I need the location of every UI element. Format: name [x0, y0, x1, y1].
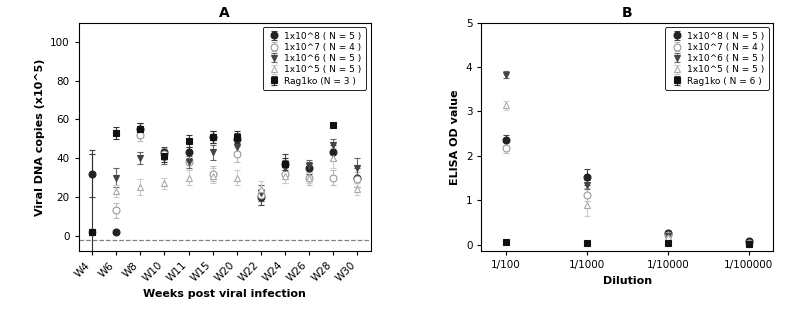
Y-axis label: ELISA OD value: ELISA OD value — [451, 89, 460, 185]
Title: B: B — [622, 6, 633, 20]
X-axis label: Weeks post viral infection: Weeks post viral infection — [144, 289, 306, 299]
Legend: 1x10^8 ( N = 5 ), 1x10^7 ( N = 4 ), 1x10^6 ( N = 5 ), 1x10^5 ( N = 5 ), Rag1ko (: 1x10^8 ( N = 5 ), 1x10^7 ( N = 4 ), 1x10… — [665, 27, 768, 90]
Title: A: A — [219, 6, 230, 20]
Legend: 1x10^8 ( N = 5 ), 1x10^7 ( N = 4 ), 1x10^6 ( N = 5 ), 1x10^5 ( N = 5 ), Rag1ko (: 1x10^8 ( N = 5 ), 1x10^7 ( N = 4 ), 1x10… — [263, 27, 366, 90]
X-axis label: Dilution: Dilution — [603, 276, 652, 286]
Y-axis label: Viral DNA copies (x10^5): Viral DNA copies (x10^5) — [35, 58, 45, 215]
